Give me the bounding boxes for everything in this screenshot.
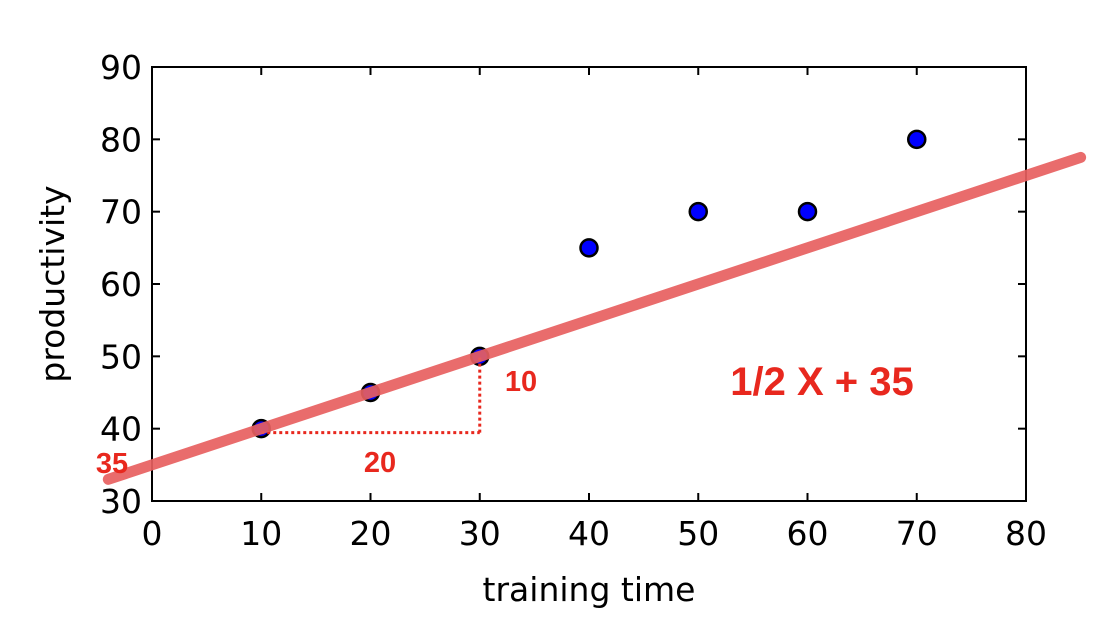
- fit-line: [102, 151, 1087, 485]
- y-tick-label: 90: [100, 48, 142, 87]
- x-tick-label: 60: [787, 514, 829, 553]
- data-point: [907, 129, 927, 150]
- plot-frame: [151, 66, 1027, 502]
- x-tick-label: 0: [142, 514, 163, 553]
- data-point: [688, 201, 708, 222]
- y-axis-title: productivity: [33, 185, 72, 382]
- y-tick-label: 60: [100, 265, 142, 304]
- data-point: [797, 201, 818, 222]
- x-tick-label: 30: [459, 514, 501, 553]
- y-tick-label: 50: [100, 337, 142, 376]
- rise-annotation: 10: [505, 366, 537, 398]
- fit-line-group: [102, 151, 1087, 485]
- run-annotation: 20: [364, 447, 396, 479]
- x-tick-label: 50: [677, 514, 719, 553]
- equation-annotation: 1/2 X + 35: [730, 360, 913, 404]
- axis-ticks: [151, 66, 1027, 502]
- y-tick-label: 40: [100, 410, 142, 449]
- x-tick-label: 10: [240, 514, 282, 553]
- y-tick-label: 80: [100, 120, 142, 159]
- y-tick-label: 30: [100, 482, 142, 521]
- slope-guides: [261, 356, 482, 435]
- intercept-annotation: 35: [96, 448, 128, 480]
- x-tick-label: 80: [1005, 514, 1047, 553]
- y-tick-label: 70: [100, 193, 142, 232]
- x-axis-title: training time: [483, 570, 696, 609]
- x-tick-label: 40: [568, 514, 610, 553]
- x-tick-label: 70: [896, 514, 938, 553]
- axis-tick-labels: 0 10 20 30 40 50 60 70 80 30 40 50 60 70 80 90: [100, 48, 1047, 553]
- data-point: [579, 238, 599, 258]
- x-tick-label: 20: [350, 514, 392, 553]
